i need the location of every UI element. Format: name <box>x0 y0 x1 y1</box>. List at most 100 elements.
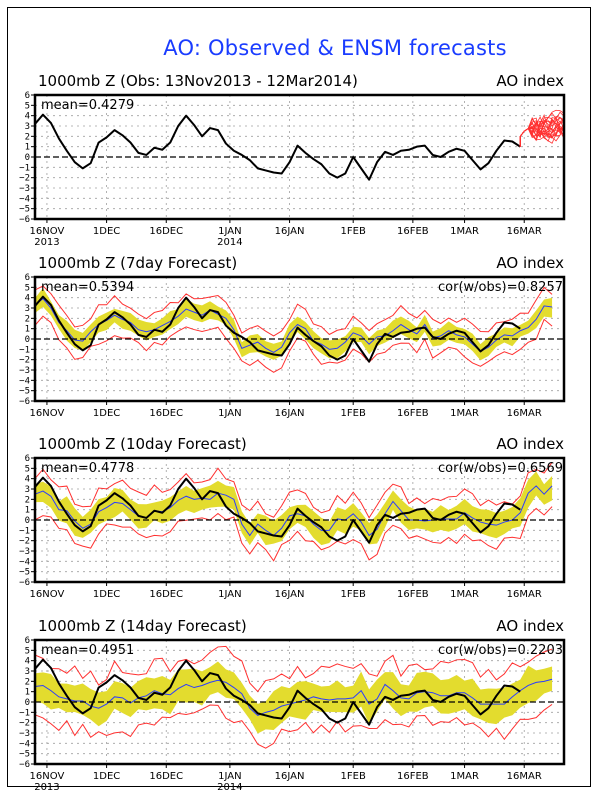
x-tick-label: 1MAR <box>450 408 479 419</box>
x-tick-label: 1MAR <box>450 771 479 782</box>
y-tick-label: 6 <box>25 273 30 283</box>
y-tick-label: 4 <box>25 294 30 304</box>
y-tick-label: −6 <box>19 578 30 588</box>
forecast-member-line <box>519 117 565 147</box>
y-tick-label: −3 <box>19 729 30 739</box>
min-member-line <box>34 703 553 749</box>
panel-right-title: AO index <box>496 72 564 90</box>
x-tick-label: 1JAN <box>218 226 241 237</box>
y-tick-label: 3 <box>25 304 30 314</box>
y-tick-label: −4 <box>19 557 30 567</box>
x-tick-label: 16FEB <box>397 226 429 237</box>
x-tick-label: 16MAR <box>507 226 542 237</box>
y-tick-label: 0 <box>25 698 30 708</box>
x-tick-label: 1DEC <box>93 589 120 600</box>
correlation-label: cor(w/obs)=0.2203 <box>438 643 563 658</box>
x-tick-label: 1DEC <box>93 408 120 419</box>
y-tick-label: 2 <box>25 132 30 142</box>
correlation-label: cor(w/obs)=0.6569 <box>438 461 563 476</box>
max-member-line <box>34 462 553 519</box>
panel-right-title: AO index <box>496 254 564 272</box>
y-tick-label: −2 <box>19 719 30 729</box>
x-tick-label: 16NOV <box>30 226 65 237</box>
observed-line <box>34 658 521 726</box>
x-tick-label: 16NOV <box>30 771 65 782</box>
x-tick-label: 16FEB <box>397 771 429 782</box>
y-tick-label: 3 <box>25 485 30 495</box>
panel-3: 1000mb Z (10day Forecast) AO index−6−5−4−… <box>19 435 566 600</box>
x-tick-year-label: 2014 <box>217 237 242 248</box>
y-tick-label: 3 <box>25 667 30 677</box>
y-tick-label: 6 <box>25 636 30 646</box>
panel-4: 1000mb Z (14day Forecast) AO index−6−5−4−… <box>19 617 566 793</box>
x-tick-label: 16MAR <box>507 771 542 782</box>
x-tick-label: 16JAN <box>275 589 305 600</box>
y-tick-label: 2 <box>25 677 30 687</box>
ensemble-mean-line <box>34 678 553 717</box>
y-tick-label: 4 <box>25 657 30 667</box>
y-tick-label: −3 <box>19 366 30 376</box>
x-tick-label: 1DEC <box>93 226 120 237</box>
x-tick-year-label: 2013 <box>34 237 59 248</box>
panel-1: 1000mb Z (Obs: 13Nov2013 - 12Mar2014) AO … <box>19 72 566 248</box>
y-tick-label: −5 <box>19 568 30 578</box>
panel-title: 1000mb Z (7day Forecast) <box>38 254 237 272</box>
x-tick-label: 16DEC <box>149 408 183 419</box>
y-tick-label: −2 <box>19 537 30 547</box>
y-tick-label: 0 <box>25 153 30 163</box>
mean-label: mean=0.5394 <box>41 280 134 295</box>
y-tick-label: −5 <box>19 387 30 397</box>
spread-band <box>35 288 553 361</box>
x-tick-label: 16DEC <box>149 589 183 600</box>
x-tick-label: 16JAN <box>275 408 305 419</box>
spread-band <box>35 471 553 546</box>
mean-label: mean=0.4951 <box>41 643 134 658</box>
y-tick-label: −1 <box>19 345 30 355</box>
y-tick-label: −4 <box>19 739 30 749</box>
x-tick-label: 16DEC <box>149 226 183 237</box>
y-tick-label: 4 <box>25 112 30 122</box>
y-tick-label: 5 <box>25 464 30 474</box>
x-tick-label: 1FEB <box>341 226 366 237</box>
y-tick-label: −6 <box>19 760 30 770</box>
observed-line <box>34 113 521 181</box>
x-tick-label: 16NOV <box>30 589 65 600</box>
y-tick-label: −5 <box>19 750 30 760</box>
y-tick-label: 1 <box>25 143 30 153</box>
y-tick-label: −2 <box>19 174 30 184</box>
correlation-label: cor(w/obs)=0.8257 <box>438 280 563 295</box>
mean-label: mean=0.4778 <box>41 461 134 476</box>
observed-line <box>34 295 521 363</box>
min-member-line <box>34 315 553 373</box>
panel-title: 1000mb Z (Obs: 13Nov2013 - 12Mar2014) <box>38 72 358 90</box>
panel-title: 1000mb Z (14day Forecast) <box>38 617 247 635</box>
y-tick-label: 5 <box>25 283 30 293</box>
figure-title: AO: Observed & ENSM forecasts <box>163 36 507 60</box>
y-tick-label: 6 <box>25 91 30 101</box>
y-tick-label: −4 <box>19 376 30 386</box>
mean-label: mean=0.4279 <box>41 98 134 113</box>
x-tick-label: 1FEB <box>341 408 366 419</box>
x-tick-label: 16MAR <box>507 408 542 419</box>
y-tick-label: −3 <box>19 184 30 194</box>
y-tick-label: −1 <box>19 163 30 173</box>
y-tick-label: −3 <box>19 547 30 557</box>
y-tick-label: 3 <box>25 122 30 132</box>
y-tick-label: −2 <box>19 356 30 366</box>
y-tick-label: 5 <box>25 101 30 111</box>
y-tick-label: −1 <box>19 526 30 536</box>
x-tick-label: 16JAN <box>275 771 305 782</box>
x-tick-label: 16FEB <box>397 589 429 600</box>
x-tick-label: 16JAN <box>275 226 305 237</box>
panel-right-title: AO index <box>496 617 564 635</box>
y-tick-label: 1 <box>25 506 30 516</box>
x-tick-label: 16NOV <box>30 408 65 419</box>
x-tick-label: 1DEC <box>93 771 120 782</box>
x-tick-year-label: 2013 <box>34 782 59 793</box>
max-member-line <box>34 645 553 693</box>
y-tick-label: 2 <box>25 495 30 505</box>
x-tick-label: 16DEC <box>149 771 183 782</box>
y-tick-label: 1 <box>25 325 30 335</box>
figure-frame <box>7 7 591 787</box>
